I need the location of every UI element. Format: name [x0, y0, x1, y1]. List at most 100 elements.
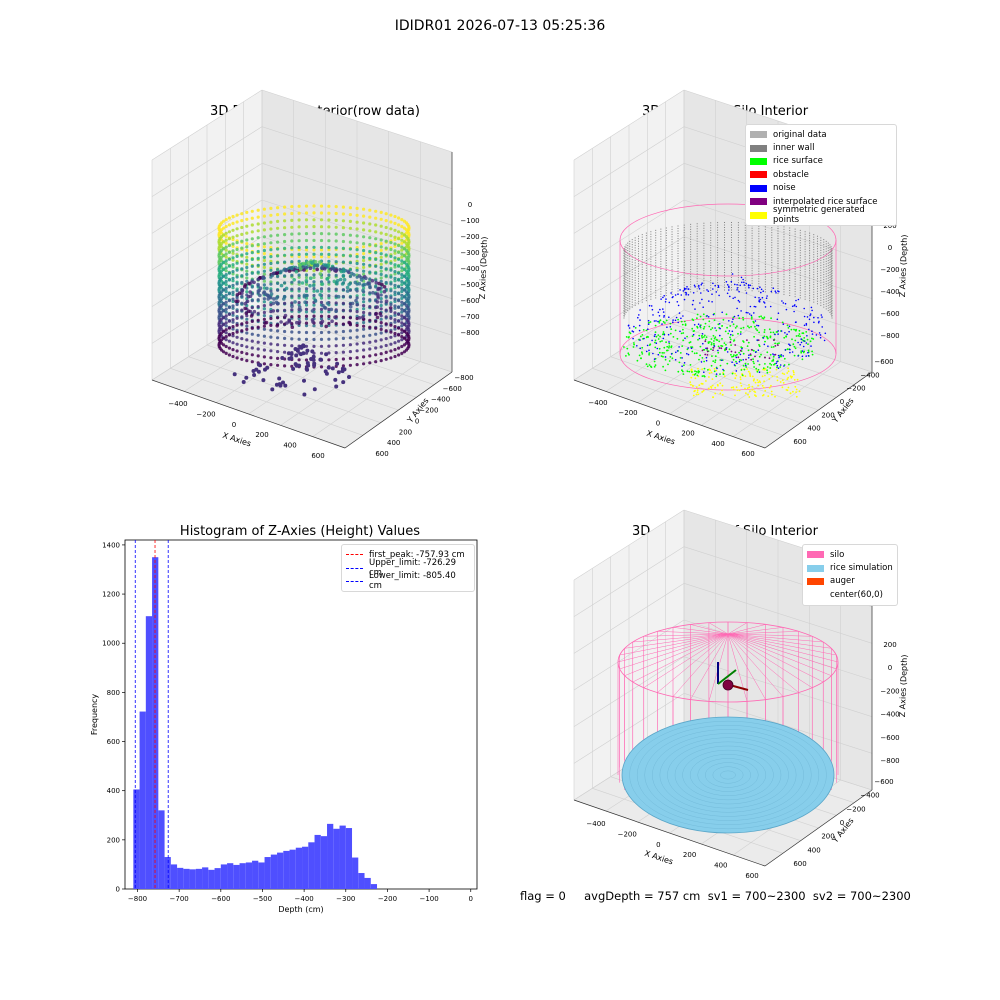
raw-point [231, 283, 235, 287]
raw-point [379, 238, 383, 242]
raw-point [269, 234, 273, 238]
raw-point [357, 316, 362, 320]
rice-surface-point [686, 335, 688, 338]
noise-point [743, 284, 746, 286]
rice-surface-point [648, 353, 650, 356]
rice-surface-point [679, 352, 682, 354]
raw-point [389, 213, 393, 217]
raw-point [397, 339, 401, 343]
noise-point [818, 320, 820, 323]
raw-point [231, 237, 235, 242]
raw-point [320, 282, 325, 286]
raw-point [362, 262, 366, 266]
raw-point [311, 283, 316, 288]
noise-point [811, 330, 813, 333]
symmetric-point [751, 375, 754, 378]
noise-point [674, 294, 677, 296]
rice-surface-point [655, 335, 658, 338]
raw-point [245, 317, 249, 321]
noise-point [740, 276, 743, 279]
raw-point [384, 260, 388, 264]
rice-surface-point [713, 370, 716, 373]
x-tick-label: −400 [295, 895, 314, 903]
raw-point [341, 336, 345, 340]
raw-point [304, 314, 309, 318]
raw-point [235, 282, 239, 286]
rice-surface-point [766, 351, 769, 354]
x-tick-label: −100 [419, 895, 438, 903]
symmetric-point [798, 390, 801, 393]
noise-point [731, 273, 734, 275]
raw-point [319, 252, 324, 256]
raw-point [368, 263, 372, 267]
y-tick-label: −200 [846, 805, 865, 813]
raw-point [400, 307, 404, 311]
raw-point [327, 317, 331, 321]
raw-point [222, 260, 226, 265]
raw-point [262, 341, 266, 345]
noise-point [707, 290, 710, 293]
z-tick-label: −300 [460, 249, 479, 257]
raw-point [290, 315, 294, 319]
raw-point [305, 293, 309, 298]
raw-point [376, 287, 380, 292]
noise-point [752, 287, 755, 290]
rice-surface-point [703, 336, 705, 338]
histogram-bar [158, 810, 165, 889]
rice-surface-point [776, 366, 778, 369]
raw-point [250, 326, 254, 330]
raw-point [355, 296, 359, 300]
raw-point [393, 242, 397, 246]
rice-surface-point [747, 341, 750, 344]
raw-point [262, 248, 266, 253]
raw-point [276, 274, 280, 279]
raw-point [283, 219, 287, 223]
rice-mesh-ring [720, 770, 736, 780]
raw-point [245, 327, 249, 331]
raw-point [379, 300, 383, 304]
rice-surface-point [669, 356, 672, 358]
raw-point [290, 205, 294, 209]
raw-point [276, 343, 280, 347]
raw-point [362, 245, 366, 249]
z-axis-label: Z Axies (Depth) [898, 654, 909, 717]
raw-point [368, 311, 372, 315]
raw-point [283, 336, 287, 340]
raw-point [341, 273, 346, 278]
raw-point [341, 322, 345, 326]
rice-surface-point [713, 340, 715, 342]
raw-point [245, 217, 249, 221]
raw-point [292, 278, 297, 282]
raw-point [327, 296, 331, 300]
raw-point [235, 275, 239, 279]
symmetric-point [740, 384, 743, 387]
raw-point [256, 270, 260, 274]
raw-point [341, 233, 345, 237]
noise-point [763, 302, 766, 304]
raw-point [374, 216, 378, 220]
rice-surface-point [666, 345, 669, 348]
silo-roof-wire [727, 633, 784, 697]
rice-surface-point [760, 353, 762, 356]
rice-surface-point [762, 367, 765, 370]
noise-point [782, 323, 785, 326]
legend-entry: Lower_limit: -805.40 cm [346, 571, 470, 591]
raw-point [231, 228, 235, 232]
symmetric-point [753, 378, 755, 380]
symmetric-point [783, 373, 786, 375]
noise-point [748, 286, 750, 289]
histogram-bar [189, 869, 196, 889]
raw-point [341, 239, 345, 244]
legend-label: inner wall [773, 143, 815, 154]
raw-point [282, 295, 287, 299]
raw-point [290, 322, 294, 326]
raw-point [393, 348, 397, 352]
raw-point [400, 321, 404, 325]
raw-point [389, 296, 393, 300]
histogram-bar [314, 834, 321, 889]
raw-point [327, 269, 331, 274]
raw-point [224, 279, 228, 284]
histogram-bar [220, 864, 228, 889]
raw-point [389, 309, 393, 313]
raw-point [250, 332, 254, 336]
